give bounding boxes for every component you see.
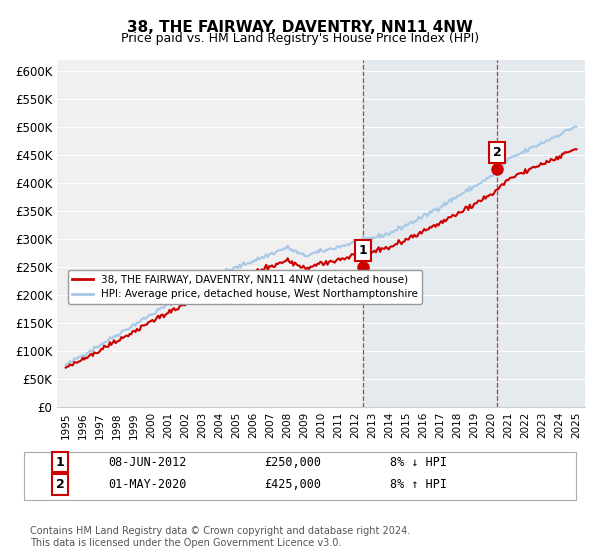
Text: 38, THE FAIRWAY, DAVENTRY, NN11 4NW: 38, THE FAIRWAY, DAVENTRY, NN11 4NW bbox=[127, 20, 473, 35]
Legend: 38, THE FAIRWAY, DAVENTRY, NN11 4NW (detached house), HPI: Average price, detach: 38, THE FAIRWAY, DAVENTRY, NN11 4NW (det… bbox=[68, 270, 422, 304]
Text: £250,000: £250,000 bbox=[264, 455, 321, 469]
Text: Price paid vs. HM Land Registry's House Price Index (HPI): Price paid vs. HM Land Registry's House … bbox=[121, 32, 479, 45]
Bar bbox=[362, 60, 497, 407]
Text: 1: 1 bbox=[56, 455, 64, 469]
Text: 08-JUN-2012: 08-JUN-2012 bbox=[108, 455, 187, 469]
Text: 1: 1 bbox=[358, 244, 367, 257]
Bar bbox=[497, 60, 585, 407]
Text: 01-MAY-2020: 01-MAY-2020 bbox=[108, 478, 187, 491]
Text: 2: 2 bbox=[493, 146, 502, 159]
Text: Contains HM Land Registry data © Crown copyright and database right 2024.
This d: Contains HM Land Registry data © Crown c… bbox=[30, 526, 410, 548]
Text: 8% ↑ HPI: 8% ↑ HPI bbox=[390, 478, 447, 491]
Text: 2: 2 bbox=[56, 478, 64, 491]
Text: 8% ↓ HPI: 8% ↓ HPI bbox=[390, 455, 447, 469]
Text: £425,000: £425,000 bbox=[264, 478, 321, 491]
